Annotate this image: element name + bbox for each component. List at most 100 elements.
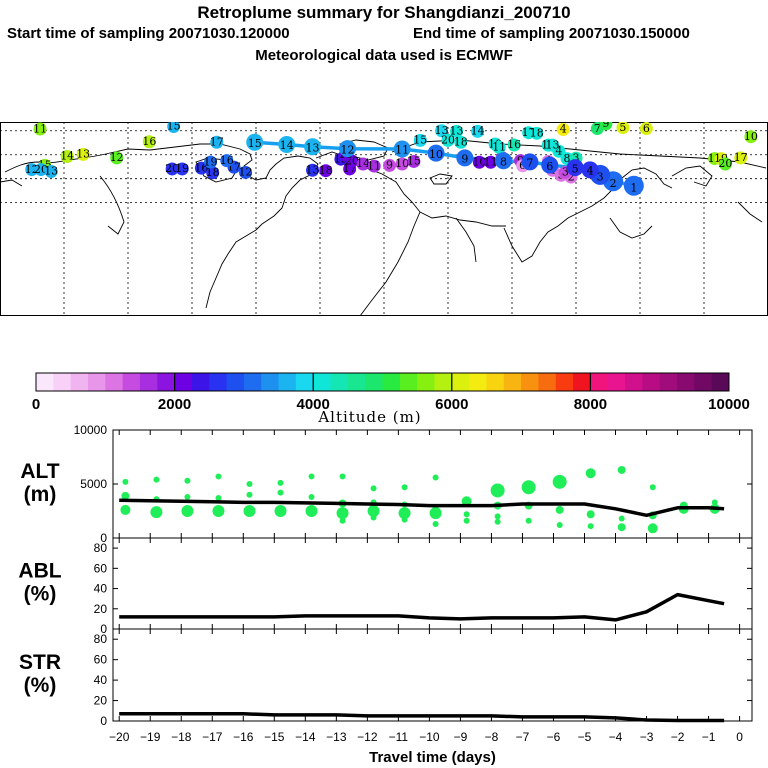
altitude-dot [398, 507, 411, 520]
colorbar-box [590, 373, 609, 391]
scatter-marker-label: 18 [319, 164, 333, 177]
colorbar-box [642, 373, 661, 391]
scatter-marker-circle [718, 157, 732, 171]
trajectory-marker-circle [304, 138, 322, 156]
scatter-marker-circle [407, 154, 421, 168]
scatter-marker: 16 [507, 138, 521, 152]
scatter-marker-label: 3 [562, 166, 569, 179]
scatter-marker-label: 14 [60, 150, 74, 163]
colorbar-boxes [36, 373, 730, 391]
y-tick-label: 20 [94, 602, 108, 616]
x-tick-label: 0 [736, 730, 743, 744]
x-tick-label: −1 [702, 730, 716, 744]
series-line [119, 592, 725, 622]
colorbar-box [53, 373, 72, 391]
scatter-marker-label: 16 [220, 154, 234, 167]
trajectory-marker: 13 [304, 138, 322, 156]
colorbar-box [399, 373, 418, 391]
scatter-marker-circle [76, 147, 90, 161]
y-tick-label: 5000 [80, 477, 107, 491]
scatter-marker: 20 [441, 134, 455, 147]
altitude-dot [463, 517, 470, 524]
trajectory-marker-label: 5 [572, 162, 579, 175]
trajectory-marker: 1 [623, 175, 644, 196]
altitude-dot [153, 476, 160, 483]
series-line [119, 498, 725, 518]
scatter-marker-label: 18 [206, 166, 220, 179]
trajectory-marker-label: 14 [280, 139, 294, 152]
scatter-marker-circle [454, 135, 468, 149]
x-tick-label: −15 [264, 730, 285, 744]
trajectory-marker: 9 [456, 149, 474, 167]
panel-label: (%) [24, 674, 57, 697]
trajectory-marker: 7 [521, 153, 539, 171]
trajectory-marker: 10 [427, 144, 445, 162]
altitude-dot [150, 506, 163, 519]
scatter-marker-label: 14 [471, 125, 485, 138]
colorbar-box [555, 373, 574, 391]
colorbar-box [469, 373, 487, 391]
panel-frame [112, 628, 753, 722]
scatter-marker-label: 11 [33, 122, 47, 135]
scatter-marker-circle [210, 135, 224, 149]
colorbar-box [139, 373, 158, 391]
start-time-label: Start time of sampling 20071030.120000 [7, 25, 290, 42]
scatter-marker: 13 [44, 165, 58, 178]
scatter-marker-circle [484, 155, 498, 169]
y-tick-label: 10000 [74, 423, 108, 437]
scatter-marker: 4 [556, 123, 570, 137]
scatter-marker: 19 [204, 155, 218, 169]
colorbar-box [382, 373, 401, 391]
colorbar-box [243, 373, 262, 391]
scatter-marker-circle [34, 163, 48, 177]
altitude-dot [555, 505, 564, 514]
met-data-label: Meteorological data used is ECMWF [255, 47, 513, 64]
scatter-marker: 19 [175, 162, 189, 176]
scatter-marker-circle [492, 140, 506, 154]
colorbar-box [451, 373, 470, 391]
altitude-dot [367, 505, 380, 517]
x-tick-label: −17 [202, 730, 223, 744]
retroplume-map: 1115161714131215122013201916181917121613… [0, 122, 768, 316]
scatter-marker: 14 [356, 157, 370, 171]
trajectory-marker-circle [393, 140, 411, 158]
scatter-marker-label: 10 [744, 130, 758, 143]
altitude-dot [647, 523, 658, 534]
panel-label: (m) [24, 483, 57, 506]
colorbar-box [313, 373, 331, 391]
altitude-dot [274, 505, 287, 517]
panel-label: STR [19, 651, 61, 674]
trajectory-marker: 11 [393, 140, 411, 158]
altitude-dot [711, 499, 718, 506]
x-axis-title: Travel time (days) [369, 749, 496, 766]
altitude-dot [277, 479, 284, 486]
colorbar-box [434, 373, 453, 391]
x-tick-label: −16 [233, 730, 254, 744]
altitude-dot [432, 520, 439, 527]
altitude-dot [370, 514, 377, 521]
scatter-marker: 20 [165, 162, 179, 176]
panel-abl: 0 20 40 60 80 ABL(%) [18, 537, 753, 636]
scatter-marker-circle [194, 161, 208, 175]
scatter-marker-circle [25, 163, 39, 177]
scatter-marker-circle [239, 165, 253, 179]
scatter-marker: 18 [454, 136, 468, 149]
altitude-dot [461, 496, 472, 507]
scatter-marker-label: 16 [142, 135, 156, 148]
trajectory-marker-circle [541, 156, 559, 174]
colorbar-box [226, 373, 245, 391]
trajectory-marker-label: 4 [587, 165, 594, 178]
colorbar-box [659, 373, 678, 391]
scatter-marker: 12 [110, 151, 124, 165]
scatter-marker-label: 18 [454, 136, 468, 149]
scatter-marker-label: 7 [594, 122, 601, 135]
trajectory-marker-circle [566, 159, 584, 177]
scatter-marker-label: 20 [718, 157, 732, 170]
colorbar-tick-label: 0 [32, 396, 40, 413]
scatter-marker-label: 12 [239, 166, 253, 179]
x-tick-label: −20 [109, 730, 130, 744]
scatter-marker: 18 [530, 127, 544, 140]
scatter-marker-circle [530, 126, 544, 140]
colorbar-box [503, 373, 522, 391]
scatter-marker: 12 [239, 166, 253, 179]
